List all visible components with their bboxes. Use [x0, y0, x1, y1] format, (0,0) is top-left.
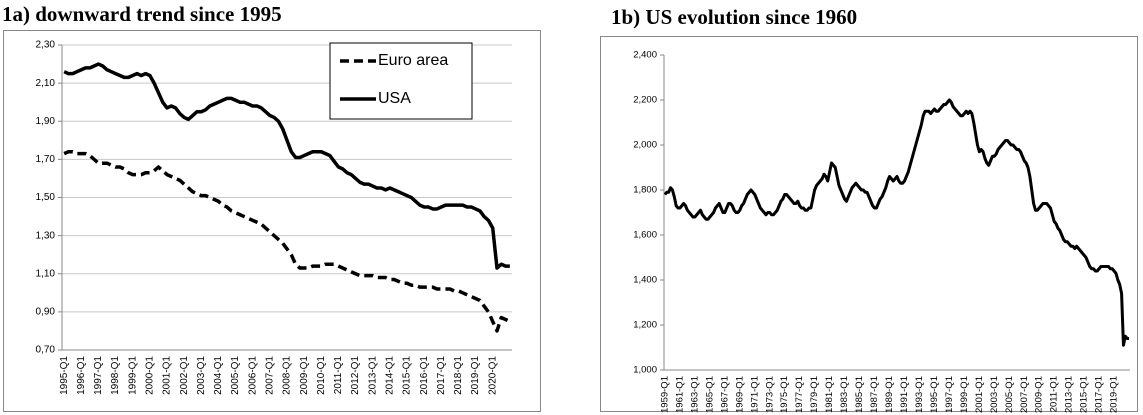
- y-tick-label: 1,90: [36, 116, 56, 127]
- x-tick-label: 1967-Q1: [719, 376, 730, 413]
- x-tick-label: 2007-Q1: [1019, 376, 1030, 413]
- x-tick-label: 2001-Q1: [162, 356, 173, 395]
- x-tick-label: 2010-Q1: [316, 356, 327, 395]
- x-tick-label: 2003-Q1: [196, 356, 207, 395]
- y-tick-label: 0,70: [36, 345, 56, 356]
- x-tick-label: 2005-Q1: [1004, 376, 1015, 413]
- x-tick-label: 1977-Q1: [794, 376, 805, 413]
- y-tick-label: 1,10: [36, 268, 56, 279]
- x-tick-label: 2011-Q1: [333, 356, 344, 395]
- x-tick-label: 1973-Q1: [764, 376, 775, 413]
- x-tick-label: 2000-Q1: [144, 356, 155, 395]
- x-tick-label: 2013-Q1: [1064, 376, 1075, 413]
- x-tick-label: 2009-Q1: [1034, 376, 1045, 413]
- y-tick-label: 2,30: [36, 40, 56, 51]
- x-tick-label: 2015-Q1: [1079, 376, 1090, 413]
- x-tick-label: 1999-Q1: [959, 376, 970, 413]
- y-tick-label: 1,800: [633, 185, 657, 196]
- chart-title: 1b) US evolution since 1960: [611, 5, 857, 29]
- legend-label: USA: [378, 90, 411, 107]
- x-tick-label: 2008-Q1: [282, 356, 293, 395]
- x-tick-label: 1993-Q1: [914, 376, 925, 413]
- x-tick-label: 2019-Q1: [470, 356, 481, 395]
- x-tick-label: 1981-Q1: [824, 376, 835, 413]
- x-tick-label: 1995-Q1: [59, 356, 70, 395]
- series-line: [63, 62, 510, 270]
- x-tick-label: 1989-Q1: [884, 376, 895, 413]
- y-tick-label: 1,70: [36, 154, 56, 165]
- x-tick-label: 1983-Q1: [839, 376, 850, 413]
- x-tick-label: 2017-Q1: [1094, 376, 1105, 413]
- y-tick-label: 2,400: [633, 50, 657, 61]
- x-tick-label: 2006-Q1: [247, 356, 258, 395]
- x-tick-label: 2013-Q1: [367, 356, 378, 395]
- y-tick-label: 2,200: [633, 95, 657, 106]
- x-tick-label: 2016-Q1: [419, 356, 430, 395]
- x-tick-label: 1997-Q1: [93, 356, 104, 395]
- series-line: [63, 150, 511, 333]
- x-tick-label: 2014-Q1: [384, 356, 395, 395]
- legend-label: Euro area: [378, 52, 448, 69]
- x-tick-label: 1969-Q1: [734, 376, 745, 413]
- y-tick-label: 1,30: [36, 230, 56, 241]
- legend-box: [329, 42, 473, 120]
- x-tick-label: 2020-Q1: [487, 356, 498, 395]
- y-tick-label: 2,000: [633, 140, 657, 151]
- x-tick-label: 1991-Q1: [899, 376, 910, 413]
- y-tick-label: 1,000: [633, 365, 657, 376]
- y-tick-label: 1,200: [633, 320, 657, 331]
- x-tick-label: 2007-Q1: [264, 356, 275, 395]
- x-tick-label: 2012-Q1: [350, 356, 361, 395]
- chart-title: 1a) downward trend since 1995: [2, 2, 282, 26]
- x-tick-label: 1975-Q1: [779, 376, 790, 413]
- y-tick-label: 1,400: [633, 275, 657, 286]
- x-tick-label: 2015-Q1: [402, 356, 413, 395]
- x-tick-label: 1963-Q1: [689, 376, 700, 413]
- x-tick-label: 1979-Q1: [809, 376, 820, 413]
- x-tick-label: 1998-Q1: [110, 356, 121, 395]
- x-tick-label: 1995-Q1: [929, 376, 940, 413]
- x-tick-label: 2018-Q1: [453, 356, 464, 395]
- y-tick-label: 1,600: [633, 230, 657, 241]
- x-tick-label: 1959-Q1: [659, 376, 670, 413]
- x-tick-label: 1987-Q1: [869, 376, 880, 413]
- chart-frame: [3, 30, 541, 412]
- x-tick-label: 1971-Q1: [749, 376, 760, 413]
- x-tick-label: 2004-Q1: [213, 356, 224, 395]
- x-tick-label: 1961-Q1: [674, 376, 685, 413]
- x-tick-label: 2005-Q1: [230, 356, 241, 395]
- x-tick-label: 1997-Q1: [944, 376, 955, 413]
- chart-frame: [600, 36, 1138, 412]
- x-tick-label: 1985-Q1: [854, 376, 865, 413]
- y-tick-label: 1,50: [36, 192, 56, 203]
- x-tick-label: 2011-Q1: [1049, 376, 1060, 412]
- y-tick-label: 2,10: [36, 78, 56, 89]
- x-tick-label: 1996-Q1: [76, 356, 87, 395]
- y-tick-label: 0,90: [36, 307, 56, 318]
- x-tick-label: 2001-Q1: [974, 376, 985, 413]
- series-line: [663, 98, 1130, 347]
- x-tick-label: 2019-Q1: [1109, 376, 1120, 413]
- x-tick-label: 2009-Q1: [299, 356, 310, 395]
- x-tick-label: 2017-Q1: [436, 356, 447, 395]
- x-tick-label: 1965-Q1: [704, 376, 715, 413]
- x-tick-label: 1999-Q1: [127, 356, 138, 395]
- x-tick-label: 2003-Q1: [989, 376, 1000, 413]
- x-tick-label: 2002-Q1: [179, 356, 190, 395]
